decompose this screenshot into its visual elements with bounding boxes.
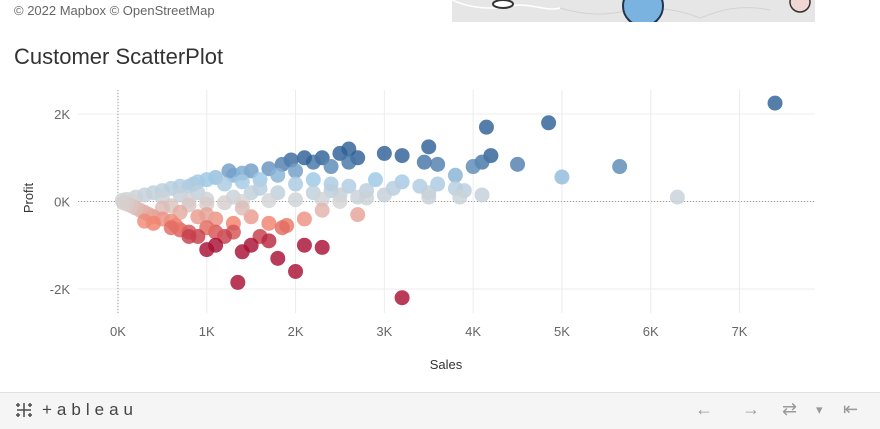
data-point[interactable]	[394, 290, 410, 306]
back-arrow-icon[interactable]: ←	[695, 399, 713, 419]
tableau-wordmark: +ableau	[42, 400, 138, 419]
data-point[interactable]	[359, 190, 375, 206]
y-axis-ticks: 2K 0K -2K	[50, 107, 71, 297]
x-tick-label: 0K	[110, 324, 126, 339]
data-point[interactable]	[305, 172, 321, 188]
data-point[interactable]	[288, 263, 304, 279]
data-point[interactable]	[234, 174, 250, 190]
data-point[interactable]	[421, 139, 437, 155]
tableau-cross-icon	[16, 403, 32, 417]
data-point[interactable]	[288, 176, 304, 192]
map-circle-small	[492, 0, 514, 9]
chart-title: Customer ScatterPlot	[14, 44, 224, 69]
x-tick-label: 2K	[288, 324, 304, 339]
data-point[interactable]	[332, 194, 348, 209]
data-point[interactable]	[367, 172, 383, 188]
map-circle-pink	[789, 0, 811, 13]
tableau-toolbar: +ableau ← → ⇄ ▾ ⇤	[0, 392, 880, 429]
map-circle-blue	[622, 0, 664, 22]
data-point[interactable]	[270, 250, 286, 266]
x-tick-label: 7K	[732, 324, 748, 339]
tableau-logo[interactable]: +ableau	[14, 400, 138, 420]
data-point[interactable]	[288, 192, 304, 208]
map-marks	[451, 0, 811, 22]
data-point[interactable]	[181, 228, 197, 244]
data-point[interactable]	[767, 95, 783, 111]
data-point[interactable]	[376, 145, 392, 161]
y-axis-label: Profit	[21, 182, 36, 213]
y-tick-label: -2K	[50, 282, 71, 297]
data-point[interactable]	[261, 233, 277, 249]
data-point[interactable]	[163, 220, 179, 236]
scatter-chart[interactable]: 0K 1K 2K 3K 4K 5K 6K 7K 2K 0K -2K Sales Profit	[0, 78, 880, 390]
map-attribution[interactable]: © 2022 Mapbox © OpenStreetMap	[14, 3, 215, 18]
data-point[interactable]	[314, 191, 330, 207]
y-tick-label: 0K	[54, 195, 70, 210]
data-point[interactable]	[261, 193, 277, 209]
collapse-icon[interactable]: ⇤	[843, 399, 859, 419]
data-point[interactable]	[274, 220, 290, 236]
data-point[interactable]	[447, 167, 463, 183]
data-point[interactable]	[478, 119, 494, 135]
data-point[interactable]	[296, 211, 312, 227]
x-axis-label: Sales	[430, 357, 463, 372]
data-point[interactable]	[474, 187, 490, 203]
data-point[interactable]	[288, 163, 304, 179]
data-point[interactable]	[612, 159, 628, 175]
data-point[interactable]	[430, 156, 446, 172]
data-point[interactable]	[314, 202, 330, 218]
data-point[interactable]	[554, 169, 570, 185]
data-point[interactable]	[314, 239, 330, 255]
x-tick-label: 1K	[199, 324, 215, 339]
data-point[interactable]	[217, 195, 233, 211]
x-tick-label: 5K	[554, 324, 570, 339]
data-point[interactable]	[190, 209, 206, 225]
data-point[interactable]	[296, 150, 312, 166]
x-tick-label: 3K	[376, 324, 392, 339]
data-point[interactable]	[234, 200, 250, 216]
data-point[interactable]	[261, 215, 277, 231]
data-point[interactable]	[465, 159, 481, 175]
map-strip[interactable]: © 2022 Mapbox © OpenStreetMap	[0, 0, 815, 22]
data-point[interactable]	[217, 176, 233, 192]
data-point[interactable]	[115, 195, 131, 211]
data-point[interactable]	[421, 189, 437, 205]
data-point[interactable]	[376, 187, 392, 203]
x-tick-label: 4K	[465, 324, 481, 339]
data-point[interactable]	[323, 159, 339, 175]
data-point[interactable]	[452, 189, 468, 205]
data-point[interactable]	[669, 189, 685, 205]
data-point[interactable]	[394, 148, 410, 164]
data-point[interactable]	[541, 115, 557, 131]
data-point[interactable]	[137, 213, 153, 229]
x-tick-label: 6K	[643, 324, 659, 339]
data-point[interactable]	[270, 167, 286, 183]
forward-arrow-icon[interactable]: →	[742, 399, 760, 419]
data-point[interactable]	[416, 154, 432, 170]
data-point[interactable]	[510, 156, 526, 172]
chevron-down-icon[interactable]: ▾	[816, 402, 823, 417]
repeat-icon[interactable]: ⇄	[782, 399, 798, 419]
data-point[interactable]	[199, 196, 215, 212]
data-point[interactable]	[350, 207, 366, 223]
y-tick-label: 2K	[54, 107, 70, 122]
data-point[interactable]	[221, 163, 237, 179]
data-point[interactable]	[199, 242, 215, 258]
data-point[interactable]	[230, 274, 246, 290]
data-point[interactable]	[341, 154, 357, 170]
data-points[interactable]	[114, 95, 783, 306]
data-point[interactable]	[296, 237, 312, 253]
data-point[interactable]	[234, 244, 250, 260]
x-axis-ticks: 0K 1K 2K 3K 4K 5K 6K 7K	[110, 324, 748, 339]
